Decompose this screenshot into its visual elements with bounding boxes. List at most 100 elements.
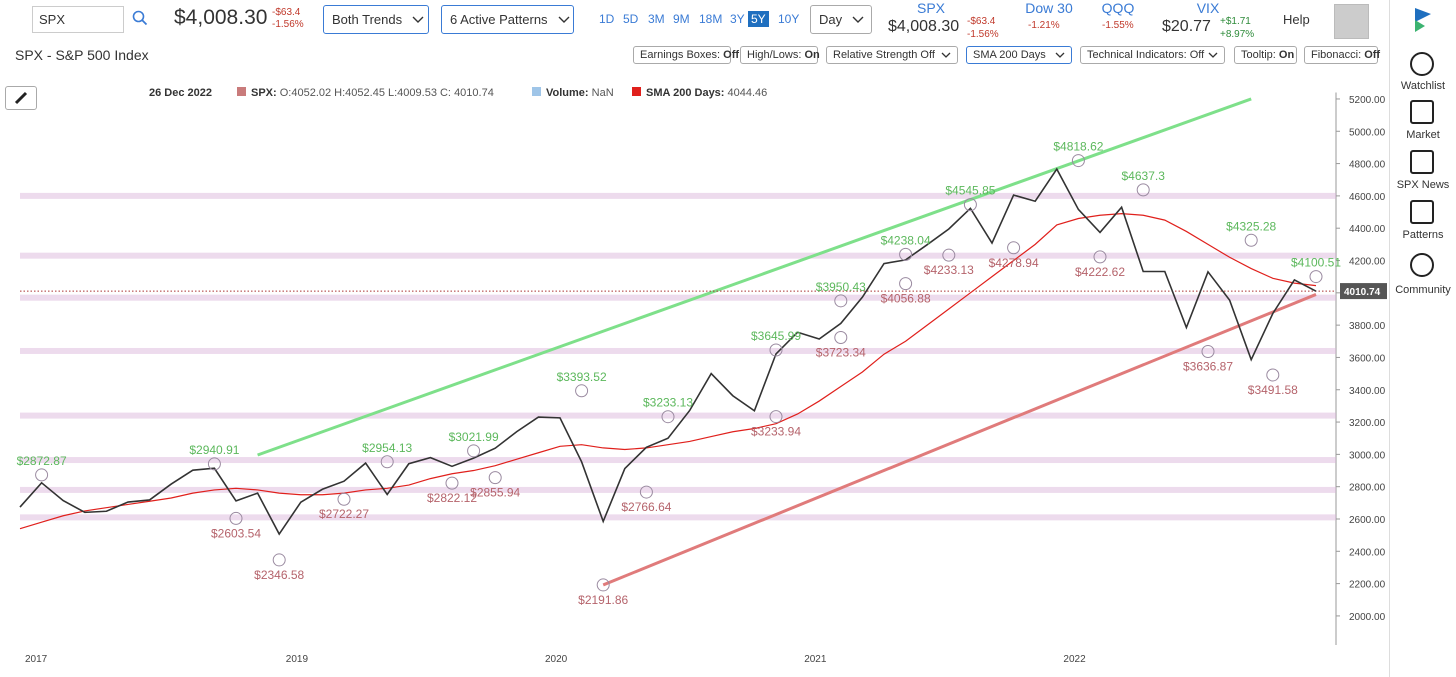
sidebar-label[interactable]: SPX News <box>1396 179 1450 191</box>
quote-name[interactable]: Dow 30 <box>1025 0 1073 16</box>
price-annotation: $4278.94 <box>989 256 1039 270</box>
pattern-marker <box>1201 344 1215 358</box>
y-tick-label: 2400.00 <box>1349 547 1386 558</box>
chevron <box>1208 52 1218 58</box>
price-annotation: $4637.3 <box>1122 169 1166 183</box>
toggle-label: SMA 200 Days <box>973 49 1046 61</box>
legend-swatch <box>632 87 641 96</box>
range-button[interactable]: 3Y <box>730 12 745 26</box>
sidebar-icon[interactable] <box>1410 253 1434 277</box>
quote-name[interactable]: VIX <box>1196 0 1220 16</box>
range-button[interactable]: 9M <box>673 12 690 26</box>
quote-change-pct: +8.97% <box>1220 29 1255 40</box>
sma-line <box>19 213 1317 530</box>
range-button[interactable]: 18M <box>699 12 723 26</box>
pattern-marker <box>467 444 481 458</box>
x-tick-label: 2017 <box>25 654 48 665</box>
avatar[interactable] <box>1334 4 1369 39</box>
legend-name: SMA 200 Days: <box>646 87 725 99</box>
interval-dropdown[interactable]: Day <box>810 5 872 34</box>
y-tick-label: 4200.00 <box>1349 257 1386 268</box>
range-button[interactable]: 5D <box>623 12 639 26</box>
toggle-button[interactable]: High/Lows: On <box>740 46 820 64</box>
toggle-label: Tooltip: <box>1241 49 1276 61</box>
interval-text: Day <box>819 12 843 27</box>
range-button[interactable]: 10Y <box>778 12 800 26</box>
price-annotation: $3950.43 <box>816 280 866 294</box>
sidebar-icon[interactable] <box>1410 52 1434 76</box>
patterns-dropdown[interactable]: 6 Active Patterns <box>441 5 574 34</box>
toggle-button[interactable]: Fibonacci: Off <box>1304 46 1381 64</box>
pattern-marker <box>834 294 848 308</box>
range-button[interactable]: 5Y <box>748 11 769 27</box>
sidebar-label[interactable]: Patterns <box>1402 229 1444 241</box>
quote-price: $20.77 <box>1162 18 1211 35</box>
search-icon[interactable] <box>132 10 148 31</box>
legend-sma: SMA 200 Days: 4044.46 <box>632 87 767 99</box>
pattern-marker <box>272 553 286 567</box>
support-band <box>20 347 1336 354</box>
pattern-marker <box>596 578 610 592</box>
help-link[interactable]: Help <box>1283 12 1310 27</box>
quote-change-pct: -1.56% <box>967 29 999 40</box>
symbol-input[interactable]: SPX <box>32 6 124 33</box>
range-button[interactable]: 1D <box>599 12 615 26</box>
support-band <box>20 252 1336 259</box>
price-annotation: $3393.52 <box>557 370 607 384</box>
legend-value: NaN <box>591 87 614 99</box>
legend-volume: Volume: NaN <box>532 87 614 99</box>
legend-ohlc: O:4052.02 H:4052.45 L:4009.53 C: <box>279 87 451 99</box>
toggle-button[interactable]: Relative Strength Off <box>826 46 958 64</box>
support-band <box>20 294 1336 301</box>
toggle-button[interactable]: SMA 200 Days <box>966 46 1072 64</box>
toggle-label: Earnings Boxes: <box>640 49 721 61</box>
pattern-marker <box>963 198 977 212</box>
range-button[interactable]: 3M <box>648 12 665 26</box>
pencil-button[interactable] <box>5 86 37 110</box>
legend-close: 4010.74 <box>454 87 494 99</box>
toggle-state: Off <box>1364 49 1381 61</box>
price-annotation: $2855.94 <box>470 486 520 500</box>
sidebar-icon[interactable] <box>1410 200 1434 224</box>
trends-dropdown[interactable]: Both Trends <box>323 5 429 34</box>
price-annotation: $2346.58 <box>254 568 304 582</box>
toggle-button[interactable]: Technical Indicators: Off <box>1080 46 1225 64</box>
quote-name[interactable]: QQQ <box>1101 0 1135 16</box>
toggle-label: High/Lows: <box>747 49 802 61</box>
change: -$63.4 <box>272 7 301 18</box>
sidebar-icon[interactable] <box>1410 100 1434 124</box>
sidebar-icon[interactable] <box>1410 150 1434 174</box>
pattern-marker <box>942 248 956 262</box>
support-band <box>20 192 1336 199</box>
last-price-label: 4010.74 <box>1344 287 1381 298</box>
sidebar-label[interactable]: Community <box>1395 284 1451 296</box>
last-price-box <box>1340 283 1387 300</box>
y-tick-label: 4400.00 <box>1349 224 1386 235</box>
chevron <box>558 16 570 23</box>
price-annotation: $3645.99 <box>751 329 801 343</box>
pattern-marker <box>35 468 49 482</box>
y-tick-label: 5000.00 <box>1349 127 1386 138</box>
price-annotation: $3723.34 <box>816 346 866 360</box>
x-tick-label: 2022 <box>1063 654 1086 665</box>
support-band <box>20 412 1336 419</box>
pattern-marker <box>899 247 913 261</box>
toggle-button[interactable]: Earnings Boxes: Off <box>633 46 739 64</box>
sidebar-label[interactable]: Watchlist <box>1400 80 1446 92</box>
x-tick-label: 2021 <box>804 654 827 665</box>
toggle-button[interactable]: Tooltip: On <box>1234 46 1297 64</box>
logo[interactable] <box>1411 6 1435 39</box>
trendline <box>257 97 1252 457</box>
legend-swatch <box>237 87 246 96</box>
pattern-marker <box>1244 233 1258 247</box>
price-annotation: $4238.04 <box>881 233 931 247</box>
pattern-marker <box>1007 241 1021 255</box>
sidebar-label[interactable]: Market <box>1406 129 1440 141</box>
price-annotation: $4545.85 <box>945 184 995 198</box>
x-tick-label: 2019 <box>286 654 309 665</box>
quote-name[interactable]: SPX <box>916 0 946 16</box>
y-tick-label: 2000.00 <box>1349 612 1386 623</box>
toggle-label: Relative Strength Off <box>833 49 935 61</box>
toggle-label: Technical Indicators: Off <box>1087 49 1205 61</box>
price-annotation: $2191.86 <box>578 593 628 607</box>
